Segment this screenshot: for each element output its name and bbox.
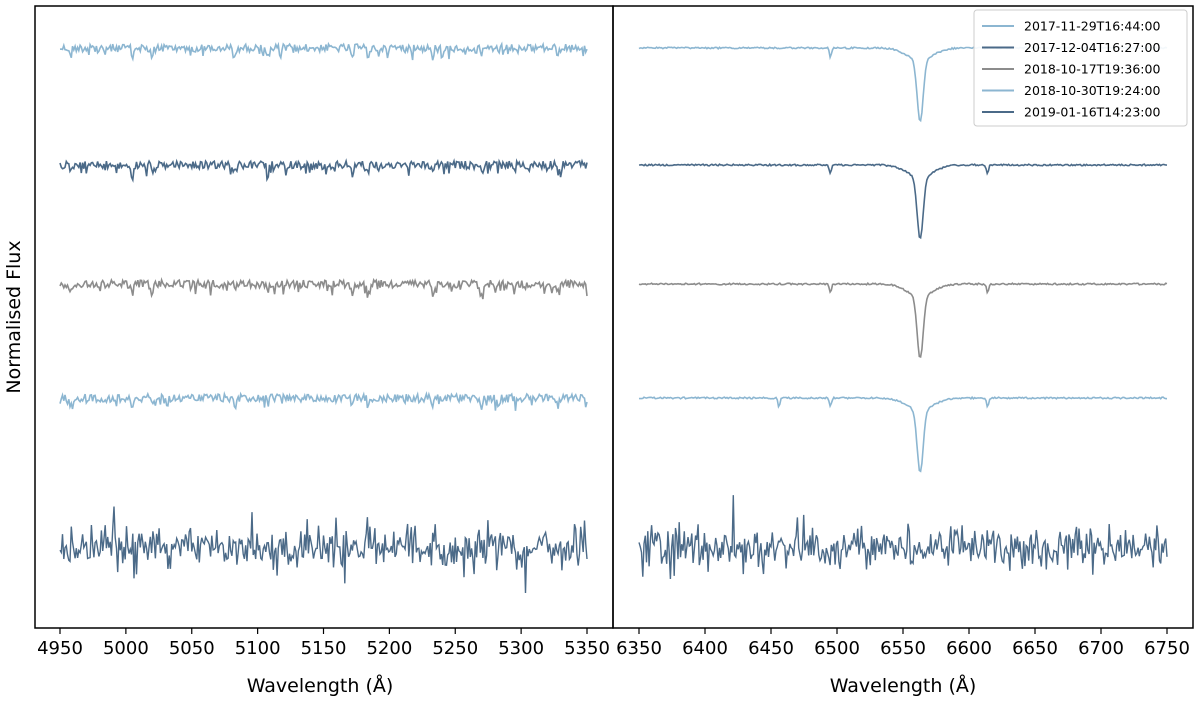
spectrum-line: [638, 395, 1168, 473]
spectrum-line: [638, 282, 1168, 358]
left-x-axis-label: Wavelength (Å): [247, 674, 394, 697]
spectrum-line: [59, 158, 588, 183]
legend-label: 2018-10-17T19:36:00: [1024, 62, 1160, 77]
y-axis-label: Normalised Flux: [3, 240, 25, 393]
x-tick-label: 4950: [37, 638, 83, 659]
x-tick-label: 5150: [301, 638, 347, 659]
legend-label: 2017-11-29T16:44:00: [1024, 19, 1160, 34]
legend-label: 2019-01-16T14:23:00: [1024, 105, 1160, 120]
plot-area: [59, 41, 1168, 594]
x-tick-label: 5250: [432, 638, 478, 659]
x-tick-label: 5350: [564, 638, 610, 659]
x-tick-label: 6750: [1144, 638, 1190, 659]
left-panel-frame: [34, 5, 614, 629]
x-tick-label: 5300: [498, 638, 544, 659]
x-tick-label: 5200: [366, 638, 412, 659]
legend-box: [973, 9, 1188, 127]
right-x-axis-label: Wavelength (Å): [830, 674, 977, 697]
spectrum-line: [59, 41, 588, 62]
x-tick-label: 6400: [682, 638, 728, 659]
x-tick-label: 5000: [103, 638, 149, 659]
x-tick-label: 6600: [946, 638, 992, 659]
x-tick-label: 6700: [1078, 638, 1124, 659]
x-tick-label: 6550: [880, 638, 926, 659]
x-tick-label: 5100: [235, 638, 281, 659]
legend: 2017-11-29T16:44:00 2017-12-04T16:27:00 20…: [973, 9, 1188, 127]
x-tick-label: 6450: [748, 638, 794, 659]
x-tick-label: 6350: [616, 638, 662, 659]
legend-label: 2018-10-30T19:24:00: [1024, 83, 1160, 98]
legend-label: 2017-12-04T16:27:00: [1024, 40, 1160, 55]
x-tick-label: 6650: [1012, 638, 1058, 659]
spectrum-line: [59, 391, 588, 411]
spectrum-line: [59, 277, 588, 300]
x-tick-label: 5050: [169, 638, 215, 659]
axis-ticks: 4950 5000 5050 5100 5150 5200 5250 5300 5350 6350…: [37, 628, 1190, 659]
x-tick-label: 6500: [814, 638, 860, 659]
spectrum-line: [59, 506, 588, 594]
spectrum-line: [638, 495, 1168, 580]
spectrum-line: [638, 162, 1168, 240]
